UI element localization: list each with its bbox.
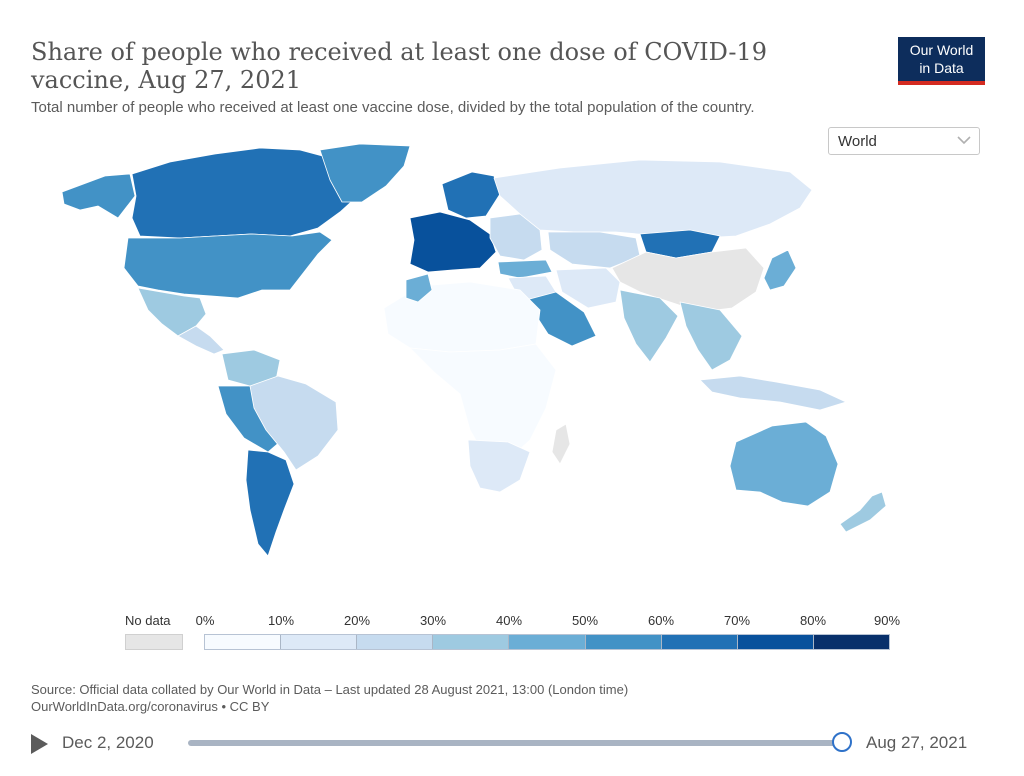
region-central-america[interactable]: Central America — [177, 325, 225, 355]
region-southeast-asia[interactable]: Southeast Asia — [679, 301, 743, 371]
region-india[interactable]: India — [619, 289, 679, 363]
legend-tick: 60% — [647, 613, 675, 628]
legend-no-data-label: No data — [125, 613, 171, 628]
region-japan[interactable]: Japan — [763, 249, 797, 291]
timeline-handle[interactable] — [832, 732, 852, 752]
region-scandinavia[interactable]: Scandinavia — [441, 171, 501, 219]
logo-line-2: in Data — [919, 60, 964, 76]
region-canada[interactable]: Canada — [131, 147, 369, 239]
legend-tick: 50% — [571, 613, 599, 628]
chart-subtitle: Total number of people who received at l… — [31, 99, 755, 116]
chart-title: Share of people who received at least on… — [31, 38, 767, 94]
legend-tick: 0% — [195, 613, 215, 628]
legend-bins — [204, 634, 890, 650]
region-saudi-arabia[interactable]: Saudi Arabia — [525, 291, 597, 347]
region-indonesia[interactable]: Indonesia — [699, 375, 847, 411]
region-new-zealand[interactable]: New Zealand — [839, 491, 887, 533]
region-china[interactable]: China — [611, 247, 765, 313]
legend-bin-7[interactable] — [737, 635, 814, 649]
timeline-track[interactable] — [188, 740, 843, 746]
legend-tick: 40% — [495, 613, 523, 628]
region-brazil[interactable]: Peru & Bolivia — [249, 375, 339, 471]
chevron-down-icon — [957, 136, 971, 145]
legend-tick: 90% — [873, 613, 901, 628]
legend-bin-3[interactable] — [433, 635, 510, 649]
region-select[interactable]: World — [828, 127, 980, 155]
timeline-start-label[interactable]: Dec 2, 2020 — [62, 733, 154, 752]
legend-tick: 30% — [419, 613, 447, 628]
legend-bin-8[interactable] — [813, 635, 889, 649]
region-turkey[interactable]: Turkey — [497, 259, 553, 279]
region-southern-africa[interactable]: Southern Africa — [467, 439, 531, 493]
region-select-value: World — [838, 133, 877, 150]
region-western-europe[interactable]: Western Europe — [409, 211, 497, 273]
owid-logo[interactable]: Our World in Data — [898, 37, 985, 85]
legend-bin-4[interactable] — [509, 635, 586, 649]
timeline-end-label[interactable]: Aug 27, 2021 — [866, 733, 968, 752]
legend-bin-1[interactable] — [281, 635, 358, 649]
legend-no-data-swatch[interactable] — [125, 634, 183, 650]
legend-bin-6[interactable] — [661, 635, 738, 649]
source-note: Source: Official data collated by Our Wo… — [31, 681, 628, 715]
region-sub-saharan-africa[interactable]: Sub-Saharan Africa — [409, 343, 557, 461]
legend-bin-2[interactable] — [357, 635, 434, 649]
source-line-2[interactable]: OurWorldInData.org/coronavirus • CC BY — [31, 699, 270, 714]
legend-tick: 80% — [799, 613, 827, 628]
region-russia[interactable]: Russia — [493, 159, 813, 239]
legend-tick: 20% — [343, 613, 371, 628]
legend-tick: 70% — [723, 613, 751, 628]
legend-bin-5[interactable] — [585, 635, 662, 649]
region-alaska[interactable]: Alaska — [61, 173, 136, 219]
region-greenland[interactable]: Greenland — [319, 143, 411, 203]
region-madagascar[interactable]: Madagascar — [551, 423, 571, 465]
world-map: Alaska Canada Greenland United States Me… — [61, 143, 887, 557]
source-line-1: Source: Official data collated by Our Wo… — [31, 682, 629, 697]
region-argentina-chile[interactable]: Argentina & Chile — [245, 449, 295, 557]
region-usa[interactable]: United States — [123, 231, 333, 299]
logo-line-1: Our World — [909, 42, 974, 58]
region-morocco[interactable]: Morocco — [405, 273, 433, 303]
play-icon[interactable] — [31, 734, 48, 754]
legend-bin-0[interactable] — [205, 635, 282, 649]
region-iran-central-asia[interactable]: Iran & Central Asia — [555, 267, 621, 309]
region-australia[interactable]: Australia — [729, 421, 839, 507]
legend-tick: 10% — [267, 613, 295, 628]
